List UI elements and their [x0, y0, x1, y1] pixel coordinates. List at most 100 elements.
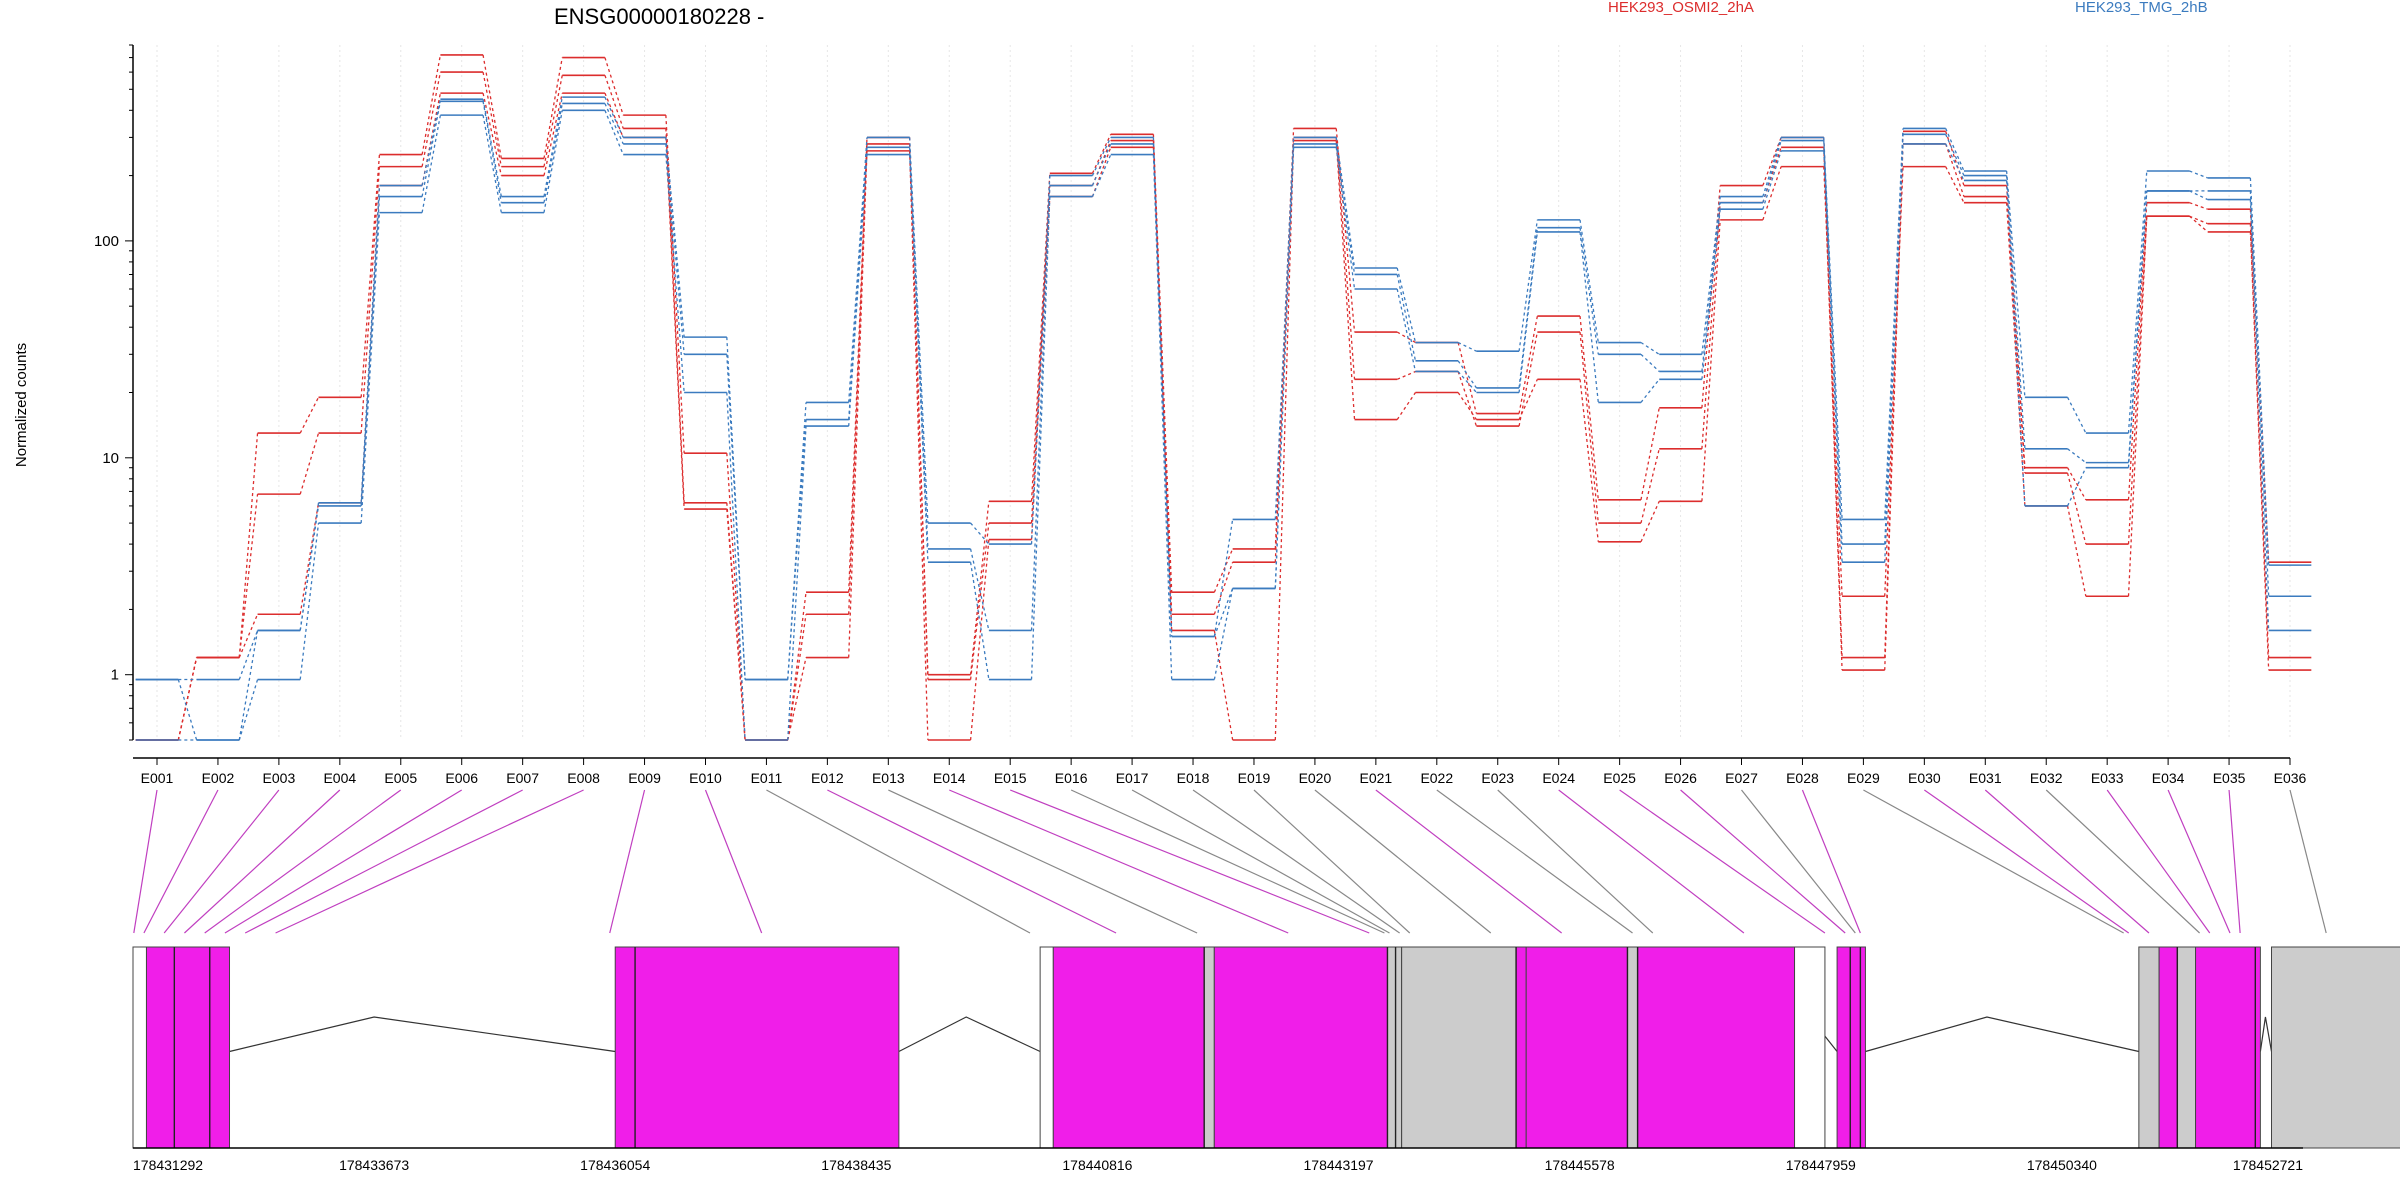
exon-label-e033: E033 — [2091, 770, 2124, 786]
exon-label-e027: E027 — [1725, 770, 1758, 786]
series-0-link-4 — [421, 54, 442, 155]
series-5-link-1 — [238, 679, 259, 741]
exon-block-6 — [1213, 946, 1388, 1149]
series-5-link-26 — [1762, 150, 1782, 210]
series-2-link-18 — [1274, 140, 1295, 741]
series-5-link-24 — [1640, 378, 1660, 403]
exon-block-5 — [1203, 946, 1215, 1149]
series-3-link-17 — [1213, 519, 1234, 637]
series-3-link-5 — [482, 99, 502, 197]
exon-label-e035: E035 — [2213, 770, 2246, 786]
series-2-link-13 — [969, 539, 990, 741]
series-5-link-31 — [2066, 467, 2087, 507]
series-3-link-30 — [2005, 170, 2026, 398]
exon-label-e031: E031 — [1969, 770, 2002, 786]
exon-label-e025: E025 — [1603, 770, 1636, 786]
series-2-link-27 — [1823, 166, 1843, 597]
vertical-gridlines — [156, 45, 2291, 740]
series-1-link-11 — [848, 143, 868, 615]
exon-block-10 — [1525, 946, 1628, 1149]
exon-label-e007: E007 — [506, 770, 539, 786]
series-4-link-20 — [1396, 274, 1417, 361]
series-0-link-23 — [1579, 316, 1599, 500]
series-4-link-4 — [421, 101, 442, 197]
series-2-link-2 — [299, 502, 320, 615]
genomic-tick-label-3: 178438435 — [821, 1157, 891, 1173]
connector-e001 — [133, 789, 158, 934]
series-4-link-6 — [543, 103, 563, 203]
connector-e004 — [184, 789, 341, 934]
exon-block-3 — [1039, 946, 1054, 1149]
series-2-link-10 — [787, 657, 807, 741]
series-2-link-1 — [238, 613, 259, 658]
series-4-link-27 — [1823, 140, 1843, 545]
series-5-link-30 — [2005, 180, 2026, 506]
series-2-link-6 — [543, 92, 563, 176]
series-0-link-10 — [787, 592, 807, 741]
series-4-link-3 — [360, 196, 381, 506]
series-5-link-7 — [604, 110, 624, 155]
series-3-link-7 — [604, 96, 624, 138]
series-3-link-31 — [2066, 397, 2087, 434]
exon-label-e014: E014 — [933, 770, 966, 786]
exon-connectors — [133, 789, 2327, 934]
gene-model: 178431292 178433673 178436054 178438435 1784… — [132, 946, 2400, 1173]
series-4-link-25 — [1701, 202, 1721, 372]
series-1-link-4 — [421, 71, 442, 167]
series-5-link-25 — [1701, 209, 1721, 380]
exon-label-e011: E011 — [751, 770, 783, 786]
series-4-link-17 — [1213, 588, 1234, 637]
series-3-link-21 — [1457, 341, 1477, 352]
series-5-link-20 — [1396, 288, 1417, 372]
series-0-link-33 — [2189, 202, 2208, 210]
series-2-link-26 — [1762, 166, 1782, 221]
series-0-link-31 — [2066, 467, 2087, 501]
exon-block-19 — [2271, 946, 2400, 1149]
series-3-link-22 — [1518, 219, 1538, 352]
series-5-link-23 — [1579, 231, 1599, 403]
series-3-link-20 — [1396, 267, 1417, 343]
series-0-link-3 — [360, 154, 381, 398]
exon-block-15 — [2138, 946, 2160, 1149]
series-1-link-31 — [2066, 472, 2087, 545]
series-0-link-21 — [1457, 342, 1478, 414]
exon-label-e001: E001 — [141, 770, 174, 786]
series-1-link-23 — [1579, 331, 1599, 524]
series-1-link-14 — [1030, 185, 1051, 524]
series-3-link-28 — [1884, 128, 1904, 520]
exon-label-e021: E021 — [1360, 770, 1393, 786]
series-4-link-15 — [1091, 143, 1112, 186]
series-3-link-18 — [1274, 137, 1295, 520]
series-5-link-29 — [1945, 143, 1965, 181]
series-0-link-24 — [1640, 407, 1660, 500]
series-2-link-22 — [1518, 379, 1538, 420]
series-4-link-8 — [665, 143, 685, 355]
series-3-link-8 — [665, 137, 685, 338]
series-5-link-15 — [1091, 154, 1112, 197]
series-4-link-9 — [726, 354, 746, 680]
intron-1 — [898, 1016, 1041, 1053]
series-2-link-29 — [1945, 166, 1965, 203]
exon-label-e019: E019 — [1238, 770, 1271, 786]
series-1-link-26 — [1762, 147, 1782, 203]
genomic-tick-label-8: 178450340 — [2027, 1157, 2097, 1173]
series-5-link-10 — [787, 426, 807, 741]
series-0-link-8 — [665, 115, 685, 454]
series-3 — [135, 96, 2312, 681]
series-2-link-5 — [482, 92, 502, 176]
exon-block-14 — [1836, 946, 1866, 1149]
series-2-link-33 — [2189, 215, 2209, 233]
series-4-link-16 — [1152, 143, 1173, 637]
series-1-link-20 — [1396, 370, 1416, 380]
genomic-tick-label-7: 178447959 — [1786, 1157, 1856, 1173]
exon-label-e016: E016 — [1055, 770, 1088, 786]
exon-block-1 — [145, 946, 231, 1149]
connector-e033 — [2106, 789, 2211, 934]
exon-label-e030: E030 — [1908, 770, 1941, 786]
series-2-link-19 — [1335, 140, 1356, 420]
exon-label-e008: E008 — [567, 770, 600, 786]
genomic-tick-label-2: 178436054 — [580, 1157, 650, 1173]
connector-e007 — [244, 789, 523, 934]
connector-e010 — [704, 789, 763, 934]
series-5-link-3 — [360, 212, 381, 524]
